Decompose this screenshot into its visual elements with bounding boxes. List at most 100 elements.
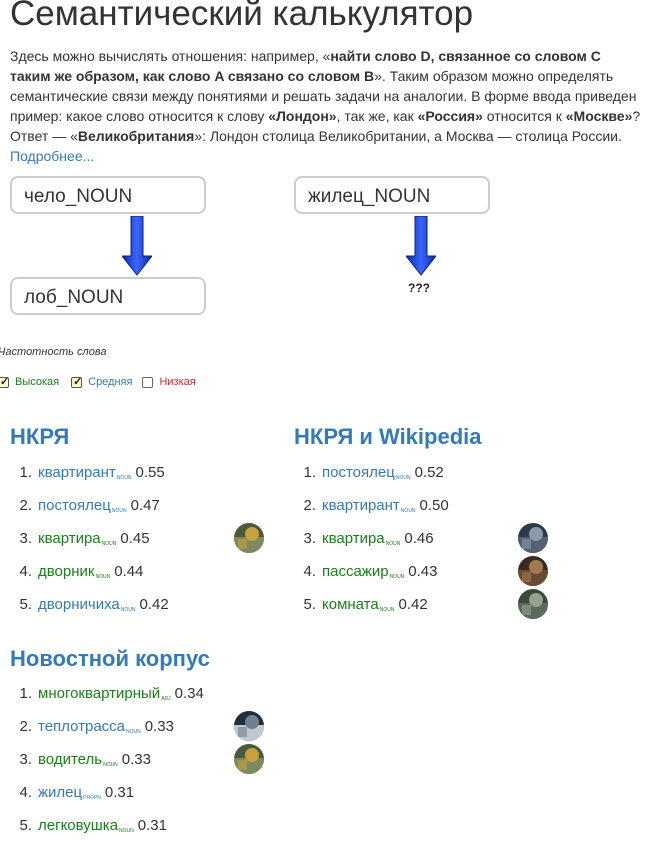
item-number: 5. xyxy=(19,817,32,834)
desc-text-2: ». Таким образом можно определять семант… xyxy=(10,68,637,124)
part-of-speech-tag: NOUN xyxy=(395,474,411,481)
list-item: 3. квартира NOUN 0.46 xyxy=(294,522,554,555)
desc-bold-3: «Россия» xyxy=(417,108,483,124)
part-of-speech-tag: NOUN xyxy=(116,474,132,481)
part-of-speech-tag: ADJ xyxy=(161,695,171,702)
word-image-thumbnail[interactable] xyxy=(234,711,264,741)
result-word-link[interactable]: квартирант xyxy=(38,464,116,481)
part-of-speech-tag: NOUN xyxy=(120,606,136,613)
more-link[interactable]: Подробнее... xyxy=(10,148,95,164)
result-word-link[interactable]: комната xyxy=(322,596,379,613)
desc-text-1: Здесь можно вычислять отношения: наприме… xyxy=(10,48,331,64)
result-word-link[interactable]: дворничиха xyxy=(38,596,120,613)
list-item: 5. дворничиха NOUN 0.42 xyxy=(10,588,270,621)
part-of-speech-tag: NOUN xyxy=(400,507,416,514)
part-of-speech-tag: NOUN xyxy=(385,540,401,547)
similarity-score: 0.45 xyxy=(120,530,150,547)
frequency-label: Частотность слова xyxy=(0,346,107,358)
list-item: 2. постоялец NOUN 0.47 xyxy=(10,489,270,522)
similarity-score: 0.52 xyxy=(414,464,444,481)
results-list-news: 1. многоквартирный ADJ 0.34 2. теплотрасса NOU… xyxy=(10,677,270,842)
word-c-input[interactable]: жилец_NOUN xyxy=(294,176,490,214)
desc-text-4: относится к xyxy=(482,108,566,124)
word-image-thumbnail[interactable] xyxy=(234,523,264,553)
result-word-link[interactable]: пассажир xyxy=(322,563,389,580)
result-word-link[interactable]: квартирант xyxy=(322,497,400,514)
result-word-link[interactable]: постоялец xyxy=(322,464,395,481)
list-item: 3. квартира NOUN 0.45 xyxy=(10,522,270,555)
result-word-link[interactable]: водитель xyxy=(38,751,103,768)
list-item: 1. квартирант NOUN 0.55 xyxy=(10,456,270,489)
item-number: 5. xyxy=(19,596,32,613)
word-b-input[interactable]: лоб_NOUN xyxy=(10,277,206,315)
list-item: 3. водитель NOUN 0.33 xyxy=(10,743,270,776)
down-arrow-icon xyxy=(122,216,152,276)
result-word-link[interactable]: жилец xyxy=(38,784,83,801)
section-title-news: Новостной корпус xyxy=(10,646,210,671)
result-word-link[interactable]: теплотрасса xyxy=(38,718,125,735)
word-image-thumbnail[interactable] xyxy=(518,589,548,619)
result-word-link[interactable]: дворник xyxy=(38,563,95,580)
result-word-link[interactable]: многоквартирный xyxy=(38,685,161,702)
list-item: 4. жилец PROPN 0.31 xyxy=(10,776,270,809)
result-word-link[interactable]: легковушка xyxy=(38,817,119,834)
part-of-speech-tag: NOUN xyxy=(111,507,127,514)
result-word-link[interactable]: квартира xyxy=(38,530,101,547)
section-title-nkrya-wiki: НКРЯ и Wikipedia xyxy=(294,424,482,449)
list-item: 1. многоквартирный ADJ 0.34 xyxy=(10,677,270,710)
item-number: 5. xyxy=(303,596,316,613)
word-image-thumbnail[interactable] xyxy=(234,744,264,774)
item-number: 4. xyxy=(19,784,32,801)
similarity-score: 0.33 xyxy=(121,751,151,768)
similarity-score: 0.31 xyxy=(104,784,135,801)
part-of-speech-tag: NOUN xyxy=(119,827,134,834)
similarity-score: 0.33 xyxy=(144,718,174,735)
similarity-score: 0.42 xyxy=(398,596,428,613)
similarity-score: 0.47 xyxy=(130,497,160,514)
medium-frequency-checkbox[interactable] xyxy=(71,375,82,388)
word-image-thumbnail[interactable] xyxy=(518,556,548,586)
description: Здесь можно вычислять отношения: наприме… xyxy=(10,46,642,166)
low-frequency-label[interactable]: Низкая xyxy=(159,376,196,388)
similarity-score: 0.34 xyxy=(174,685,204,702)
part-of-speech-tag: NOUN xyxy=(379,606,395,613)
part-of-speech-tag: NOUN xyxy=(126,728,141,735)
results-list-nkrya-wiki: 1. постоялец NOUN 0.52 2. квартирант NOUN 0.50 3… xyxy=(294,456,554,621)
word-image-thumbnail[interactable] xyxy=(518,523,548,553)
result-word-link[interactable]: постоялец xyxy=(38,497,111,514)
similarity-score: 0.55 xyxy=(135,464,165,481)
list-item: 2. квартирант NOUN 0.50 xyxy=(294,489,554,522)
desc-text-6: »: Лондон столица Великобритании, а Моск… xyxy=(194,128,622,144)
result-word-link[interactable]: квартира xyxy=(322,530,385,547)
part-of-speech-tag: NOUN xyxy=(95,573,111,580)
similarity-score: 0.46 xyxy=(404,530,434,547)
desc-text-3: , так же, как xyxy=(336,108,418,124)
item-number: 2. xyxy=(19,497,32,514)
desc-text-5: ? Ответ — « xyxy=(10,108,641,144)
medium-frequency-label[interactable]: Средняя xyxy=(88,376,133,388)
down-arrow-icon xyxy=(406,216,436,276)
low-frequency-checkbox[interactable] xyxy=(142,376,154,388)
section-title-nkrya: НКРЯ xyxy=(10,424,70,449)
desc-bold-2: «Лондон» xyxy=(268,108,337,124)
item-number: 1. xyxy=(19,685,32,702)
item-number: 4. xyxy=(19,563,32,580)
desc-bold-1: найти слово D, связанное со словом C так… xyxy=(10,48,601,84)
list-item: 5. легковушка NOUN 0.31 xyxy=(10,809,270,842)
high-frequency-label[interactable]: Высокая xyxy=(15,376,60,388)
similarity-score: 0.50 xyxy=(419,497,449,514)
list-item: 4. пассажир NOUN 0.43 xyxy=(294,555,554,588)
list-item: 4. дворник NOUN 0.44 xyxy=(10,555,270,588)
high-frequency-checkbox[interactable] xyxy=(0,375,9,388)
part-of-speech-tag: PROPN xyxy=(83,794,101,801)
item-number: 3. xyxy=(19,530,32,547)
item-number: 4. xyxy=(303,563,316,580)
part-of-speech-tag: NOUN xyxy=(103,761,118,768)
similarity-score: 0.31 xyxy=(137,817,167,834)
item-number: 1. xyxy=(303,464,316,481)
word-a-input[interactable]: чело_NOUN xyxy=(10,176,206,214)
part-of-speech-tag: NOUN xyxy=(101,540,117,547)
frequency-filters: Высокая Средняя Низкая xyxy=(0,375,196,388)
item-number: 2. xyxy=(303,497,316,514)
item-number: 1. xyxy=(19,464,32,481)
